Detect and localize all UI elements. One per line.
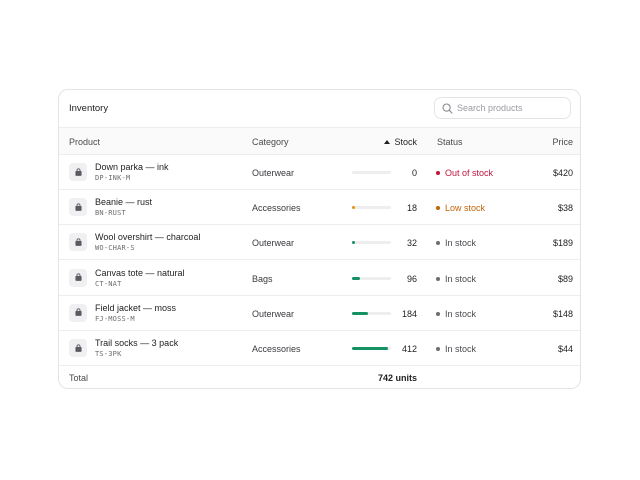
product-price: $89 <box>557 273 573 284</box>
stock-bar <box>352 347 391 350</box>
status-dot-icon <box>436 276 440 281</box>
status-label: In stock <box>445 344 477 354</box>
column-header-stock[interactable]: Stock <box>382 137 417 147</box>
product-price: $44 <box>557 344 573 354</box>
product-name[interactable]: Canvas tote — natural <box>95 267 185 278</box>
bag-icon <box>74 308 82 317</box>
status-badge: In stock <box>436 238 476 248</box>
status-label: Low stock <box>445 203 486 214</box>
product-sku: CT-NAT <box>95 279 122 288</box>
table-header: Product Category Stock Status Price <box>59 127 580 155</box>
product-name[interactable]: Field jacket — moss <box>95 302 177 313</box>
stock-bar-fill <box>352 241 355 245</box>
search-icon <box>442 102 453 114</box>
footer-total-label: Total <box>69 373 89 383</box>
column-header-stock-label: Stock <box>394 137 417 147</box>
column-header-category[interactable]: Category <box>252 137 289 147</box>
bag-icon <box>74 203 82 211</box>
search-box[interactable] <box>434 97 571 119</box>
stock-bar <box>352 206 391 210</box>
status-badge: In stock <box>436 344 476 354</box>
stock-bar-fill <box>352 276 360 280</box>
search-input[interactable] <box>457 103 567 113</box>
card-header: Inventory <box>59 90 580 127</box>
stock-bar-fill <box>352 206 355 210</box>
product-name[interactable]: Down parka — ink <box>95 162 169 172</box>
status-dot-icon <box>436 171 440 175</box>
product-category: Accessories <box>252 344 301 354</box>
table-row[interactable]: Down parka — ink DP-INK-M Outerwear 0 Out of… <box>59 155 580 190</box>
footer-total-value: 742 units <box>377 373 417 383</box>
column-header-price[interactable]: Price <box>552 137 573 147</box>
column-header-product[interactable]: Product <box>69 137 101 147</box>
stock-bar <box>352 241 391 245</box>
product-thumbnail <box>69 233 87 252</box>
product-category: Outerwear <box>252 238 295 249</box>
stock-bar <box>352 171 391 174</box>
status-label: In stock <box>445 308 477 319</box>
product-category: Accessories <box>252 203 301 214</box>
product-category: Outerwear <box>252 308 295 319</box>
inventory-card: Inventory Product Category Stock Status … <box>58 89 581 389</box>
bag-icon <box>74 343 82 352</box>
table-row[interactable]: Field jacket — moss FJ-MOSS-M Outerwear 184… <box>59 296 580 331</box>
product-price: $38 <box>557 203 573 214</box>
status-badge: Low stock <box>436 203 485 213</box>
product-sku: BN-RUST <box>95 209 126 218</box>
product-sku: DP-INK-M <box>95 174 131 182</box>
table-row[interactable]: Canvas tote — natural CT-NAT Bags 96 In stoc… <box>59 261 580 296</box>
status-badge: In stock <box>436 274 476 284</box>
sort-ascending-icon <box>384 140 391 144</box>
status-dot-icon <box>436 311 440 316</box>
stock-quantity: 412 <box>401 344 417 354</box>
status-dot-icon <box>436 241 440 246</box>
card-title: Inventory <box>69 103 109 114</box>
table-row[interactable]: Beanie — rust BN-RUST Accessories 18 Low sto… <box>59 190 580 226</box>
table-footer: Total 742 units <box>59 366 580 388</box>
stock-quantity: 0 <box>411 168 417 178</box>
product-thumbnail <box>69 339 87 357</box>
product-thumbnail <box>69 163 87 181</box>
stock-quantity: 18 <box>406 203 417 214</box>
status-label: In stock <box>445 238 477 249</box>
table-row[interactable]: Wool overshirt — charcoal WO-CHAR-S Outerw… <box>59 225 580 261</box>
product-category: Bags <box>252 273 273 284</box>
stock-bar-fill <box>352 311 368 315</box>
table-row[interactable]: Trail socks — 3 pack TS-3PK Accessories 412… <box>59 331 580 366</box>
product-sku: FJ-MOSS-M <box>95 314 135 323</box>
product-price: $189 <box>552 238 573 249</box>
status-dot-icon <box>436 347 440 351</box>
stock-quantity: 184 <box>401 308 417 319</box>
product-name[interactable]: Beanie — rust <box>95 197 153 208</box>
product-name[interactable]: Trail socks — 3 pack <box>95 338 179 348</box>
bag-icon <box>74 167 82 176</box>
product-price: $148 <box>552 308 573 319</box>
product-sku: WO-CHAR-S <box>95 244 135 253</box>
stock-bar <box>352 311 391 315</box>
stock-bar-fill <box>352 347 388 350</box>
status-label: In stock <box>445 273 477 284</box>
stock-bar <box>352 276 391 280</box>
stock-quantity: 96 <box>406 273 417 284</box>
product-category: Outerwear <box>252 168 295 178</box>
stock-quantity: 32 <box>406 238 417 249</box>
column-header-status[interactable]: Status <box>437 137 463 147</box>
product-name[interactable]: Wool overshirt — charcoal <box>95 232 201 243</box>
bag-icon <box>74 238 82 246</box>
product-price: $420 <box>552 168 573 178</box>
bag-icon <box>74 273 82 282</box>
product-thumbnail <box>69 303 87 322</box>
status-label: Out of stock <box>445 168 494 178</box>
status-dot-icon <box>436 206 440 211</box>
status-badge: Out of stock <box>436 168 493 178</box>
status-badge: In stock <box>436 309 476 319</box>
product-sku: TS-3PK <box>95 350 122 358</box>
product-thumbnail <box>69 198 87 217</box>
product-thumbnail <box>69 268 87 287</box>
